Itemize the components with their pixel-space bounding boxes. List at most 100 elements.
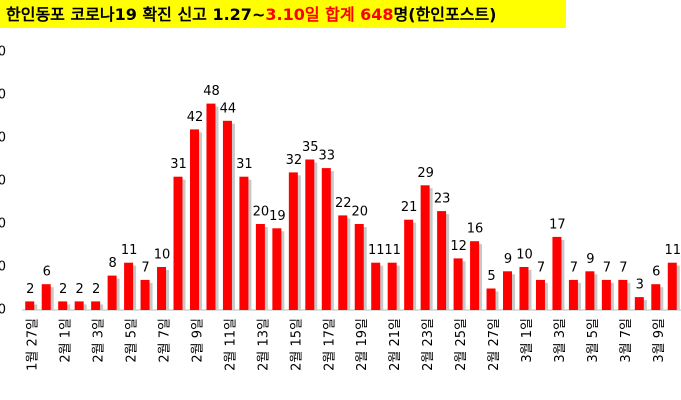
bar bbox=[91, 301, 101, 310]
bar bbox=[568, 279, 578, 310]
x-tick-label: 3월 3일 bbox=[553, 318, 568, 363]
x-tick-label: 2월 13일 bbox=[256, 318, 271, 371]
bar bbox=[255, 224, 265, 310]
data-label: 7 bbox=[141, 260, 149, 275]
bar bbox=[107, 275, 117, 310]
bar bbox=[503, 271, 513, 310]
bar bbox=[486, 288, 496, 310]
data-label: 42 bbox=[187, 110, 204, 125]
x-tick-label: 3월 9일 bbox=[652, 318, 667, 363]
bar bbox=[387, 262, 397, 310]
bar bbox=[25, 301, 35, 310]
y-tick-label: 10 bbox=[0, 260, 6, 275]
x-tick-label: 2월 15일 bbox=[289, 318, 304, 371]
bar bbox=[618, 279, 628, 310]
data-label: 32 bbox=[286, 153, 303, 168]
data-label: 31 bbox=[236, 157, 253, 172]
y-tick-label: 60 bbox=[0, 45, 6, 60]
bar bbox=[321, 168, 331, 310]
bar bbox=[140, 279, 150, 310]
x-tick-label: 2월 9일 bbox=[190, 318, 205, 363]
bar bbox=[634, 297, 644, 310]
data-label: 35 bbox=[302, 140, 319, 155]
data-label: 11 bbox=[121, 243, 138, 258]
data-label: 31 bbox=[170, 157, 187, 172]
data-label: 23 bbox=[434, 192, 451, 207]
bar bbox=[288, 172, 298, 310]
data-label: 20 bbox=[351, 205, 368, 220]
x-tick-label: 3월 1일 bbox=[520, 318, 535, 363]
bar bbox=[535, 279, 545, 310]
x-tick-label: 2월 3일 bbox=[92, 318, 107, 363]
bar bbox=[404, 219, 414, 310]
bar bbox=[354, 224, 364, 310]
data-label: 5 bbox=[487, 269, 495, 284]
data-label: 12 bbox=[450, 239, 467, 254]
x-tick-label: 2월 7일 bbox=[158, 318, 173, 363]
x-tick-label: 3월 5일 bbox=[586, 318, 601, 363]
data-label: 2 bbox=[92, 282, 100, 297]
data-label: 2 bbox=[76, 282, 84, 297]
data-label: 7 bbox=[570, 260, 578, 275]
y-tick-label: 0 bbox=[0, 303, 6, 318]
title-box bbox=[0, 0, 566, 28]
bar bbox=[74, 301, 84, 310]
data-label: 33 bbox=[319, 149, 336, 164]
bar bbox=[173, 176, 183, 310]
data-label: 48 bbox=[203, 84, 220, 99]
data-label: 11 bbox=[384, 243, 401, 258]
bar bbox=[420, 185, 430, 310]
data-label: 6 bbox=[652, 265, 660, 280]
x-tick-label: 2월 23일 bbox=[421, 318, 436, 371]
x-tick-label: 2월 17일 bbox=[322, 318, 337, 371]
x-tick-label: 2월 27일 bbox=[487, 318, 502, 371]
data-label: 2 bbox=[59, 282, 67, 297]
y-tick-label: 50 bbox=[0, 88, 6, 103]
bar bbox=[651, 284, 661, 310]
bar bbox=[124, 262, 134, 310]
data-label: 8 bbox=[108, 256, 116, 271]
x-tick-label: 1월 27일 bbox=[26, 318, 41, 371]
data-label: 2 bbox=[26, 282, 34, 297]
bar bbox=[585, 271, 595, 310]
data-label: 19 bbox=[269, 209, 286, 224]
x-tick-label: 2월 19일 bbox=[355, 318, 370, 371]
y-tick-label: 30 bbox=[0, 174, 6, 189]
bar bbox=[470, 241, 480, 310]
bar bbox=[552, 236, 562, 310]
x-tick-label: 3월 7일 bbox=[619, 318, 634, 363]
y-tick-label: 20 bbox=[0, 217, 6, 232]
bar bbox=[189, 129, 199, 310]
data-label: 7 bbox=[537, 260, 545, 275]
bar bbox=[239, 176, 249, 310]
data-label: 20 bbox=[253, 205, 270, 220]
bar bbox=[222, 120, 232, 310]
title-part: 명(한인포스트) bbox=[394, 5, 497, 24]
data-label: 11 bbox=[368, 243, 385, 258]
data-label: 22 bbox=[335, 196, 352, 211]
data-label: 21 bbox=[401, 200, 418, 215]
bar bbox=[157, 267, 167, 310]
data-label: 10 bbox=[516, 248, 533, 263]
data-label: 29 bbox=[417, 166, 434, 181]
title-part: 한인동포 코로나19 확진 신고 1.27~ bbox=[6, 5, 265, 24]
data-label: 7 bbox=[603, 260, 611, 275]
data-label: 11 bbox=[664, 243, 681, 258]
bar bbox=[41, 284, 51, 310]
x-tick-label: 2월 5일 bbox=[125, 318, 140, 363]
chart-title: 한인동포 코로나19 확진 신고 1.27~3.10일 합계 648명(한인포스… bbox=[6, 5, 497, 24]
x-tick-label: 2월 11일 bbox=[223, 318, 238, 371]
data-label: 10 bbox=[154, 248, 171, 263]
y-tick-label: 40 bbox=[0, 131, 6, 146]
x-tick-label: 2월 1일 bbox=[59, 318, 74, 363]
bar bbox=[206, 103, 216, 310]
data-label: 9 bbox=[504, 252, 512, 267]
data-label: 17 bbox=[549, 217, 566, 232]
data-label: 9 bbox=[586, 252, 594, 267]
bar bbox=[338, 215, 348, 310]
bar bbox=[519, 267, 529, 310]
x-tick-label: 2월 25일 bbox=[454, 318, 469, 371]
data-label: 16 bbox=[467, 222, 484, 237]
bar bbox=[272, 228, 282, 310]
